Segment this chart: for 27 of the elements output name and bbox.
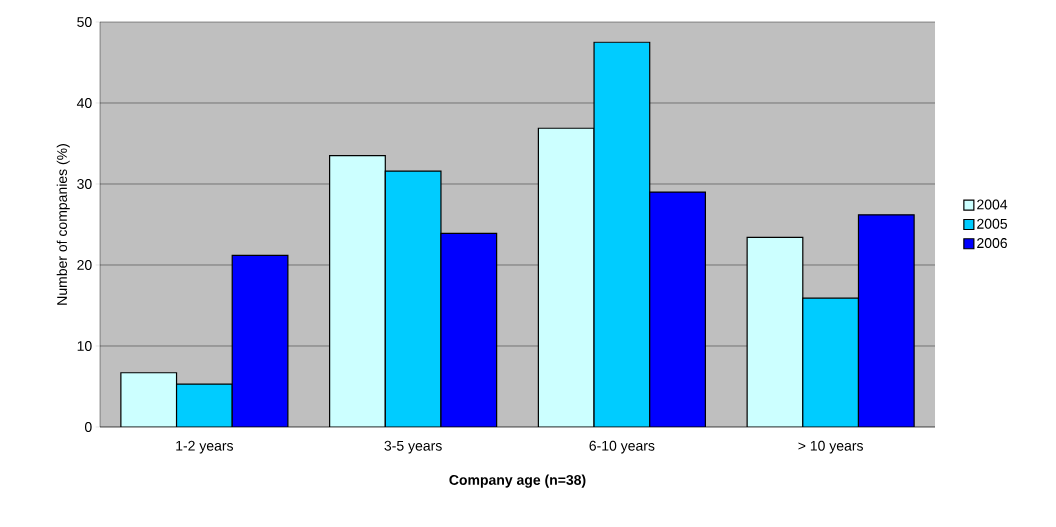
y-axis-title: Number of companies (%)	[56, 144, 70, 305]
bar	[231, 254, 289, 427]
bar	[329, 155, 386, 427]
bar	[440, 232, 498, 427]
bar	[594, 42, 650, 427]
y-tick-label: 40	[76, 98, 92, 108]
legend-label: 2006	[977, 238, 1007, 249]
bar	[802, 297, 860, 427]
legend-label: 2005	[977, 218, 1008, 229]
x-tick-label: > 10 years	[798, 440, 863, 454]
x-axis-title: Company age (n=38)	[449, 474, 586, 488]
bar	[384, 170, 442, 427]
bar	[120, 372, 178, 427]
bar	[649, 192, 706, 427]
y-tick-label: 10	[77, 341, 92, 351]
x-tick-label: 6-10 years	[589, 440, 655, 454]
bar	[857, 214, 915, 427]
bar	[746, 236, 804, 427]
x-tick-label: 3-5 years	[384, 440, 442, 454]
bar	[538, 128, 595, 427]
legend-label: 2004	[977, 199, 1008, 210]
x-tick-label: 1-2 years	[176, 440, 234, 454]
y-tick-label: 0	[84, 422, 92, 432]
bar	[175, 383, 233, 427]
y-tick-label: 50	[77, 17, 92, 27]
y-tick-label: 20	[77, 260, 92, 270]
y-tick-label: 30	[77, 179, 92, 189]
